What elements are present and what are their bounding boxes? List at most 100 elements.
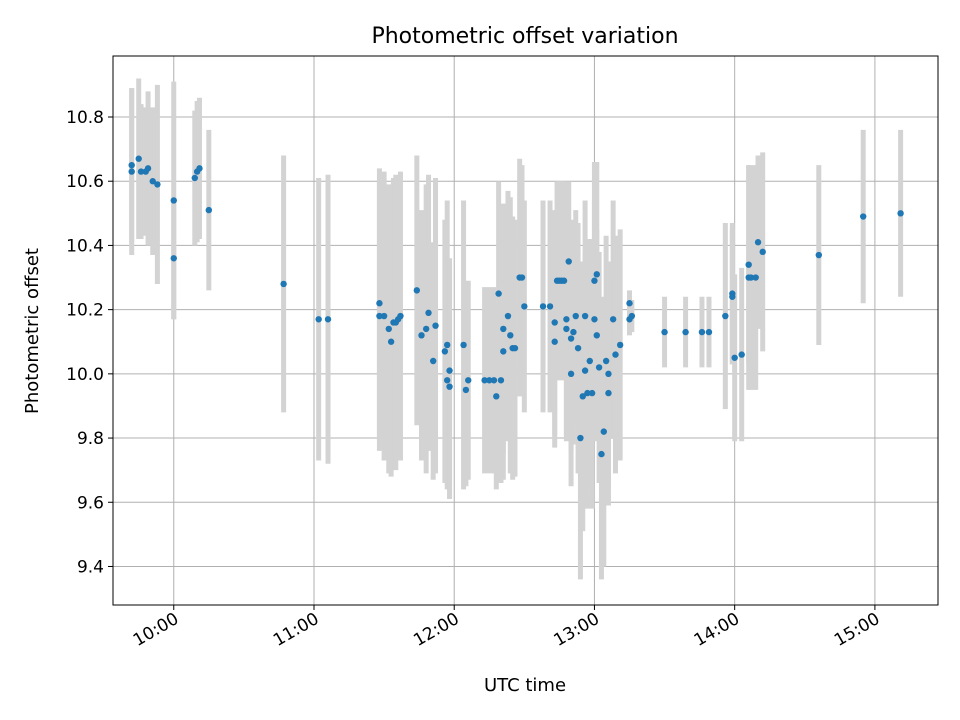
data-point	[581, 367, 589, 374]
data-point	[860, 213, 867, 220]
data-point	[429, 357, 437, 365]
data-point	[722, 312, 729, 320]
data-point	[500, 325, 507, 333]
data-point	[486, 377, 493, 384]
data-point	[376, 300, 383, 307]
data-point	[460, 341, 467, 349]
data-point	[493, 393, 500, 400]
y-tick-label: 9.8	[77, 429, 104, 449]
data-point	[577, 434, 584, 442]
data-point	[754, 239, 762, 246]
data-point	[815, 251, 823, 259]
y-tick-label: 9.6	[77, 493, 104, 513]
data-point	[315, 316, 322, 323]
data-point	[518, 274, 526, 281]
data-point	[539, 303, 547, 310]
data-point	[497, 377, 505, 384]
data-point	[591, 316, 598, 323]
data-point	[551, 319, 558, 326]
data-point	[481, 377, 488, 384]
data-point	[397, 312, 404, 320]
data-point	[446, 383, 453, 390]
data-point	[612, 351, 619, 358]
data-point	[196, 165, 203, 172]
data-point	[154, 181, 161, 188]
data-point	[605, 389, 612, 397]
chart-title: Photometric offset variation	[371, 24, 678, 49]
y-axis-label: Photometric offset	[22, 248, 43, 414]
data-point	[425, 309, 432, 317]
data-point	[682, 328, 689, 336]
data-point	[595, 364, 603, 371]
data-point	[628, 312, 636, 320]
data-point	[441, 348, 449, 355]
data-point	[387, 338, 395, 345]
data-point	[462, 386, 470, 394]
data-point	[752, 274, 759, 281]
data-point	[581, 312, 589, 320]
data-points	[128, 155, 904, 458]
data-point	[128, 168, 135, 175]
data-point	[747, 274, 755, 281]
data-point	[128, 161, 135, 169]
data-point	[731, 354, 738, 361]
data-point	[598, 450, 605, 458]
data-point	[324, 316, 332, 323]
data-point	[205, 206, 213, 214]
data-point	[584, 389, 591, 397]
data-point	[705, 328, 713, 336]
data-point	[698, 328, 706, 336]
data-point	[738, 351, 745, 358]
data-point	[521, 303, 528, 310]
data-point	[600, 428, 607, 435]
data-point	[191, 174, 198, 182]
plot-frame	[112, 55, 939, 606]
data-point	[380, 312, 388, 320]
data-point	[745, 261, 752, 268]
y-tick-label: 9.4	[77, 557, 104, 577]
data-point	[567, 335, 575, 342]
data-point	[565, 258, 572, 265]
data-point	[729, 293, 736, 300]
data-point	[567, 370, 575, 378]
data-point	[504, 312, 512, 320]
data-point	[897, 210, 904, 217]
x-axis-label: UTC time	[484, 675, 566, 696]
data-point	[588, 389, 596, 397]
data-point	[661, 328, 668, 336]
data-point	[135, 155, 142, 162]
data-point	[616, 341, 624, 349]
data-point	[465, 377, 472, 384]
data-point	[609, 316, 617, 323]
data-point	[579, 393, 586, 400]
data-point	[137, 168, 145, 175]
data-point	[444, 377, 451, 384]
data-point	[593, 332, 600, 339]
data-point	[586, 357, 593, 365]
data-point	[376, 312, 383, 320]
data-point	[385, 325, 392, 333]
data-point	[602, 357, 610, 365]
y-tick-label: 10.6	[66, 172, 104, 192]
data-point	[507, 332, 514, 339]
data-point	[500, 348, 507, 355]
data-point	[444, 341, 451, 349]
data-point	[446, 367, 453, 374]
y-tick-label: 10.2	[66, 301, 104, 321]
data-point	[413, 287, 421, 294]
data-point	[574, 344, 582, 352]
data-point	[593, 271, 600, 278]
data-point	[551, 338, 558, 345]
data-point	[560, 277, 568, 284]
data-point	[563, 325, 570, 333]
data-point	[511, 344, 519, 352]
data-point	[591, 277, 598, 284]
y-tick-label: 10.4	[66, 236, 104, 256]
y-tick-label: 10.8	[66, 108, 104, 128]
data-point	[280, 280, 287, 288]
data-point	[418, 332, 425, 339]
data-point	[490, 377, 498, 384]
data-point	[563, 316, 570, 323]
